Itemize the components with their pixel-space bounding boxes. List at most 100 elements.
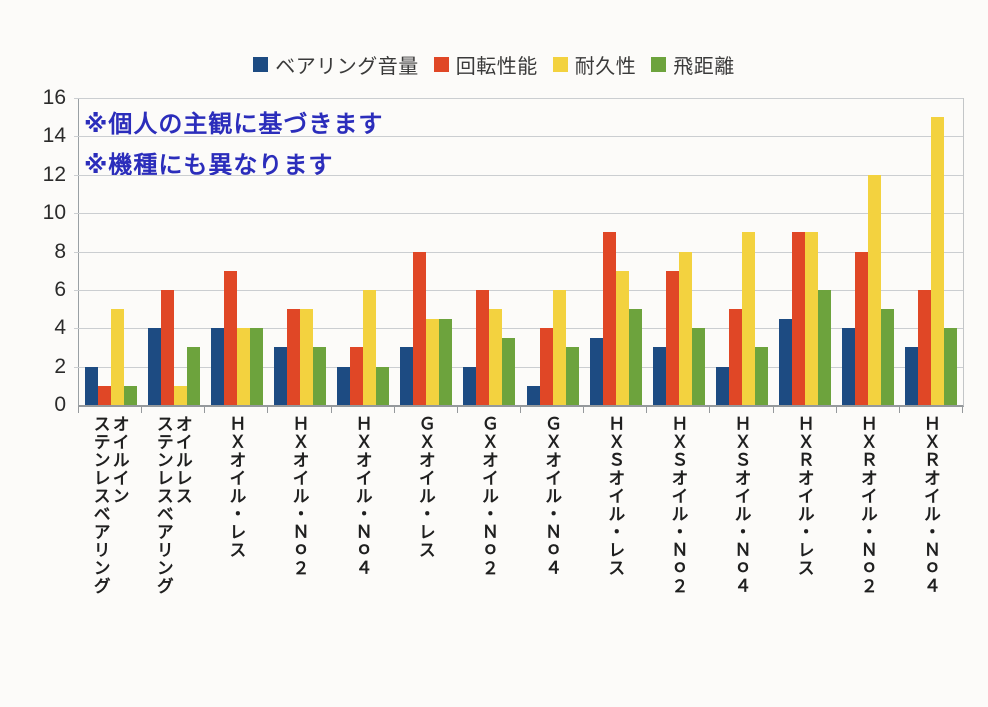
category-cell: ＨＸＳオイル・Ｎｏ４ xyxy=(709,415,772,650)
y-axis-label: 6 xyxy=(54,277,66,301)
category-cell: ＨＸＲオイル・Ｎｏ４ xyxy=(899,415,962,650)
gridlines xyxy=(74,98,963,405)
gridline xyxy=(74,98,963,99)
y-axis-label: 2 xyxy=(54,354,66,378)
x-axis-tick xyxy=(772,407,774,413)
gridline xyxy=(74,289,963,291)
category-cell: ＧＸオイル・レス xyxy=(394,415,457,650)
category-label: ＨＸＳオイル・レス xyxy=(605,415,625,577)
category-label: ＨＸＲオイル・Ｎｏ２ xyxy=(857,415,877,595)
bar xyxy=(818,289,832,405)
bar xyxy=(565,347,579,405)
bar-group xyxy=(205,98,268,405)
bar xyxy=(236,328,250,405)
bar xyxy=(286,309,300,405)
legend-item: ベアリング音量 xyxy=(253,50,419,79)
bar xyxy=(84,366,98,405)
bar xyxy=(312,347,326,405)
bar xyxy=(489,309,503,405)
bar-group xyxy=(900,98,963,405)
category-label: ＨＸＳオイル・Ｎｏ４ xyxy=(731,415,751,595)
bar xyxy=(186,347,200,405)
bar xyxy=(463,366,477,405)
category-label: ＨＸオイル・Ｎｏ４ xyxy=(352,415,372,577)
category-cell: ＨＸオイル・Ｎｏ４ xyxy=(331,415,394,650)
x-axis-tick xyxy=(456,407,458,413)
bar xyxy=(855,251,869,405)
x-axis-tick xyxy=(709,407,711,413)
legend: ベアリング音量 回転性能 耐久性 飛距離 xyxy=(0,50,988,79)
bar xyxy=(476,289,490,405)
legend-label: 飛距離 xyxy=(673,56,735,78)
bar xyxy=(741,232,755,405)
bar-group xyxy=(268,98,331,405)
gridline xyxy=(74,174,963,176)
category-cell: ＧＸオイル・Ｎｏ２ xyxy=(457,415,520,650)
legend-label: 回転性能 xyxy=(455,56,538,78)
bar xyxy=(502,337,516,405)
bar-group xyxy=(395,98,458,405)
bar xyxy=(918,289,932,405)
bar xyxy=(602,232,616,405)
x-axis-tick xyxy=(330,407,332,413)
category-cell: ＨＸオイル・Ｎｏ２ xyxy=(267,415,330,650)
bar xyxy=(147,328,161,405)
category-cell: ＨＸＳオイル・レス xyxy=(583,415,646,650)
annotation-line-1: ※個人の主観に基づきます xyxy=(84,111,384,138)
bar xyxy=(779,318,793,405)
bar xyxy=(539,328,553,405)
gridline xyxy=(74,251,963,253)
legend-label: 耐久性 xyxy=(574,56,637,78)
category-label: ＨＸＳオイル・Ｎｏ２ xyxy=(668,415,688,595)
bar-group xyxy=(710,98,773,405)
bar xyxy=(439,318,453,405)
bar xyxy=(615,270,629,405)
y-axis-label: 0 xyxy=(54,393,66,416)
bar xyxy=(273,347,287,405)
bar xyxy=(905,347,919,405)
x-axis-tick xyxy=(267,407,269,413)
category-cell: オイルレス ステンレスベアリング xyxy=(141,415,204,650)
x-axis-tick xyxy=(520,407,521,413)
bar xyxy=(691,328,705,405)
category-label: ＧＸオイル・レス xyxy=(415,415,435,559)
bar xyxy=(173,385,187,405)
bar xyxy=(350,347,364,405)
bar xyxy=(249,328,263,405)
x-axis-tick xyxy=(141,407,143,413)
x-axis-tick xyxy=(898,407,900,413)
bar-group xyxy=(332,98,395,405)
bar xyxy=(805,232,819,405)
bar-group xyxy=(837,98,900,405)
category-label: ＨＸＲオイル・Ｎｏ４ xyxy=(920,415,940,595)
bar-group xyxy=(142,98,205,405)
bar xyxy=(589,337,603,405)
bar-group xyxy=(774,98,837,405)
bar xyxy=(210,328,224,405)
category-cell: ＨＸＲオイル・レス xyxy=(773,415,836,650)
category-label: オイルイン ステンレスベアリング xyxy=(90,415,129,595)
y-axis-label: 16 xyxy=(42,86,66,109)
y-axis-label: 14 xyxy=(42,124,66,148)
bar xyxy=(97,385,111,405)
legend-color-swatch xyxy=(552,57,568,72)
category-label: ＨＸオイル・レス xyxy=(226,415,246,559)
y-axis-labels: 0 2 4 6 8 10 12 14 16 xyxy=(0,86,72,416)
category-cell: ＨＸＳオイル・Ｎｏ２ xyxy=(646,415,709,650)
bar xyxy=(652,347,666,405)
bar xyxy=(868,174,882,405)
x-axis-tick xyxy=(78,407,79,413)
category-label: ＧＸオイル・Ｎｏ２ xyxy=(478,415,498,577)
bar xyxy=(944,328,958,405)
x-axis-tick xyxy=(835,407,837,413)
gridline xyxy=(74,213,963,215)
bar xyxy=(792,232,806,405)
category-label: ＨＸオイル・Ｎｏ２ xyxy=(289,415,309,577)
x-axis-tick xyxy=(646,407,648,413)
bar xyxy=(337,366,351,405)
x-axis-ticks xyxy=(78,407,963,414)
annotation: ※個人の主観に基づきます ※機種にも異なります xyxy=(84,104,383,186)
bar-group xyxy=(521,98,584,405)
bar xyxy=(665,270,679,405)
x-axis-tick xyxy=(583,407,585,413)
